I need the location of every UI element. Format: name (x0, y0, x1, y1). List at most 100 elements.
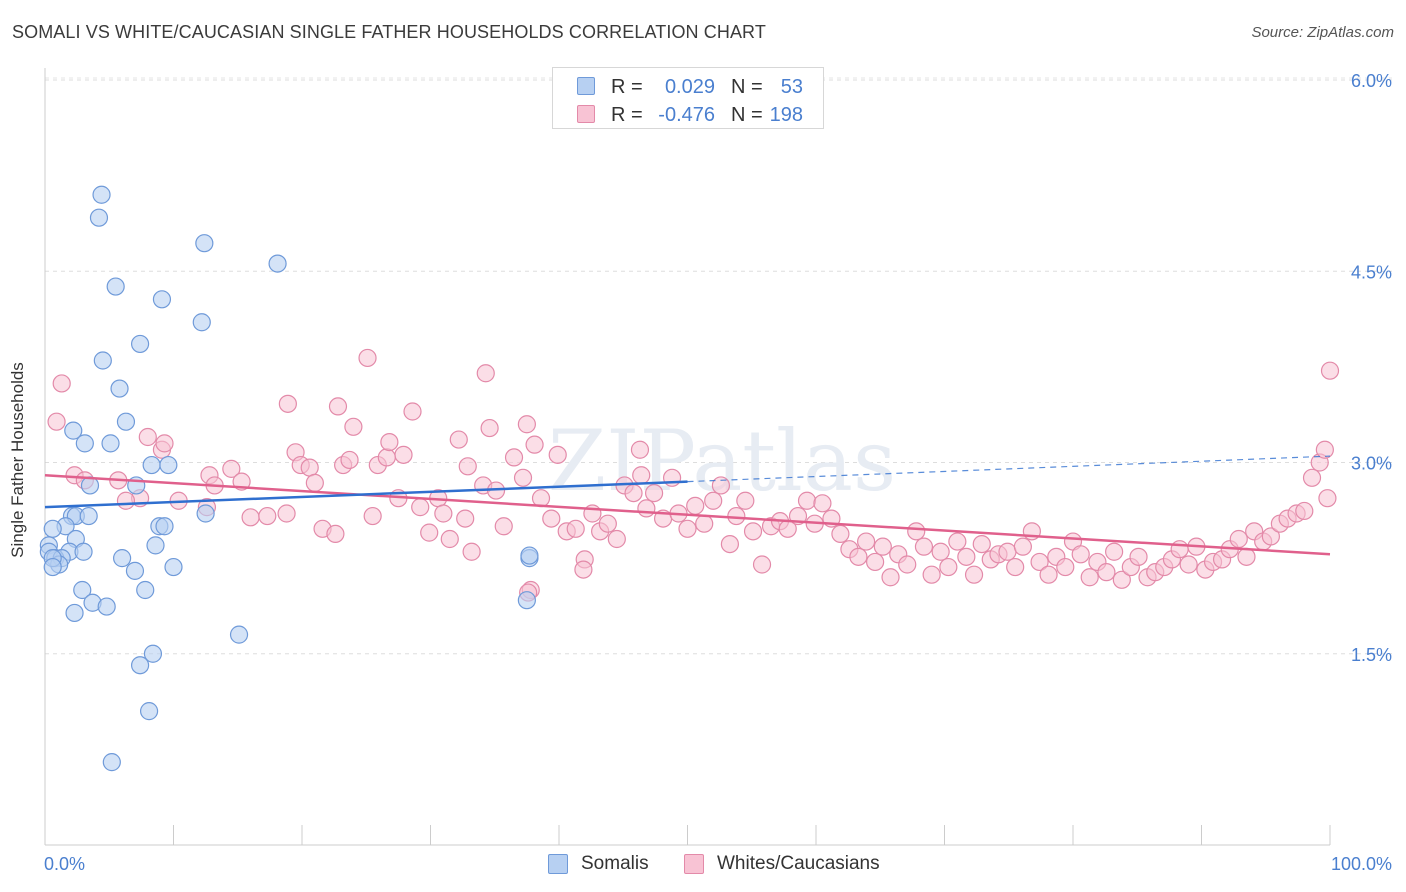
white-point (1129, 547, 1148, 566)
white-point (1097, 563, 1116, 582)
white-point (1170, 540, 1189, 559)
white-point (411, 498, 430, 517)
white-point (948, 532, 967, 551)
white-point (607, 529, 626, 549)
white-point (624, 484, 643, 503)
white-point (1080, 568, 1099, 587)
white-point (849, 547, 868, 566)
white-point (517, 415, 536, 434)
white-point (222, 459, 241, 478)
white-point (116, 491, 136, 510)
white-point (300, 458, 319, 477)
white-point (403, 402, 422, 421)
white-point (326, 524, 345, 544)
white-point (328, 397, 348, 416)
white-point (752, 555, 772, 574)
somali-point (43, 519, 62, 538)
white-point (277, 504, 296, 523)
white-point (480, 418, 499, 438)
somali-point (143, 644, 163, 663)
white-point (377, 448, 396, 467)
white-point (678, 519, 697, 538)
somali-point (89, 208, 109, 227)
somali-point (43, 557, 62, 577)
white-point (662, 468, 682, 487)
somali-point (65, 603, 84, 623)
white-point (504, 448, 524, 467)
stats-swatch-whites (577, 105, 595, 123)
stats-n-value: 53 (780, 76, 803, 98)
white-point (907, 522, 926, 541)
white-point (434, 504, 453, 523)
white-point (305, 473, 324, 492)
stats-row-somalis: R = 0.029 N = 53 (553, 72, 823, 102)
somali-point (268, 254, 287, 273)
white-point (380, 433, 399, 452)
white-point (898, 555, 917, 574)
white-point (743, 522, 763, 541)
somali-point (152, 290, 172, 309)
white-point (922, 565, 941, 584)
white-point (278, 394, 297, 413)
white-point (340, 450, 359, 470)
white-point (1302, 468, 1322, 487)
white-point (47, 412, 66, 431)
white-point (1039, 565, 1058, 584)
white-point (358, 348, 377, 368)
white-point (525, 435, 544, 454)
white-point (1318, 489, 1337, 508)
white-point (686, 496, 705, 515)
white-point (1261, 527, 1280, 546)
white-point (513, 468, 533, 487)
y-tick-label: 1.5% (1351, 645, 1392, 665)
white-point (1112, 570, 1131, 589)
somali-point (192, 313, 211, 332)
white-point (972, 534, 991, 554)
white-point (939, 557, 958, 577)
white-point (813, 494, 832, 513)
white-point (957, 547, 976, 566)
white-point (873, 537, 892, 556)
somali-point (110, 379, 129, 398)
white-point (1071, 545, 1090, 564)
white-point (866, 552, 885, 572)
stats-r-value: -0.476 (658, 104, 715, 126)
somali-point (196, 504, 215, 523)
white-point (548, 445, 567, 464)
somali-point (142, 455, 161, 475)
white-point (632, 466, 651, 485)
white-point (1315, 440, 1334, 459)
white-point (566, 519, 585, 538)
y-tick-label: 6.0% (1351, 71, 1392, 91)
somali-point (93, 351, 112, 370)
white-point (711, 476, 731, 495)
white-point (704, 491, 723, 510)
white-point (857, 532, 876, 551)
somali-trend-line (44, 480, 688, 509)
somali-point (146, 536, 165, 555)
white-point (574, 560, 593, 579)
stats-box: R = 0.029 N = 53 R = -0.476 N = 198 (552, 67, 824, 129)
somali-point (520, 546, 539, 565)
white-point (736, 491, 755, 510)
legend: Somalis Whites/Caucasians (0, 850, 1406, 880)
somali-point (79, 506, 98, 526)
somali-point (101, 434, 120, 453)
somali-point (92, 185, 111, 204)
legend-swatch-whites (684, 854, 704, 874)
white-point (458, 457, 477, 476)
white-point (138, 427, 157, 447)
white-point (1229, 529, 1248, 549)
stats-swatch-somalis (577, 77, 595, 95)
somali-point (64, 421, 83, 440)
y-axis-label: Single Father Households (8, 362, 27, 558)
source-label: Source: ZipAtlas.com (1251, 24, 1394, 41)
white-point (1013, 537, 1032, 556)
chart-title: SOMALI VS WHITE/CAUCASIAN SINGLE FATHER … (12, 22, 766, 42)
somali-point (139, 702, 159, 721)
white-point (727, 506, 746, 526)
white-point (476, 364, 495, 383)
white-trend-line (44, 474, 1331, 556)
white-point (1237, 547, 1256, 566)
white-point (931, 542, 950, 561)
